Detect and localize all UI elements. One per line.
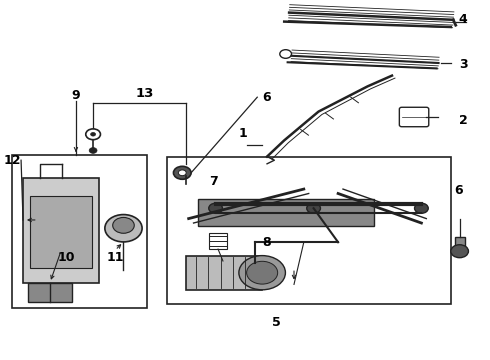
Text: 10: 10 [57, 251, 75, 264]
Bar [209, 233, 227, 249]
Text: 6: 6 [454, 184, 463, 197]
Bar [167, 157, 451, 304]
Text: 5: 5 [272, 316, 281, 329]
Circle shape [89, 148, 97, 153]
Text: 9: 9 [72, 89, 80, 102]
Circle shape [178, 170, 186, 176]
Text: 6: 6 [263, 91, 271, 104]
Text: 2: 2 [459, 114, 467, 127]
Circle shape [184, 168, 189, 172]
Bar [186, 256, 262, 290]
Bar [28, 283, 72, 302]
Bar [23, 178, 99, 283]
Text: 4: 4 [459, 13, 467, 26]
Circle shape [173, 166, 191, 179]
Bar [12, 155, 147, 308]
Circle shape [105, 215, 142, 242]
Circle shape [86, 129, 100, 140]
Text: 3: 3 [459, 58, 467, 71]
Circle shape [209, 203, 222, 213]
Bar [30, 196, 92, 268]
Circle shape [182, 184, 190, 189]
Bar [198, 199, 374, 226]
Text: 7: 7 [209, 175, 218, 188]
Text: 13: 13 [135, 87, 154, 100]
Text: 11: 11 [106, 251, 124, 264]
Circle shape [415, 203, 428, 213]
Text: 12: 12 [3, 154, 21, 167]
Circle shape [451, 245, 468, 258]
Circle shape [246, 261, 278, 284]
Text: 8: 8 [263, 237, 271, 249]
Circle shape [91, 132, 96, 136]
FancyBboxPatch shape [399, 107, 429, 127]
Circle shape [179, 165, 194, 176]
Circle shape [307, 203, 320, 213]
Circle shape [239, 256, 285, 290]
Circle shape [113, 217, 134, 233]
Text: 1: 1 [238, 127, 247, 140]
Bar [455, 237, 465, 248]
